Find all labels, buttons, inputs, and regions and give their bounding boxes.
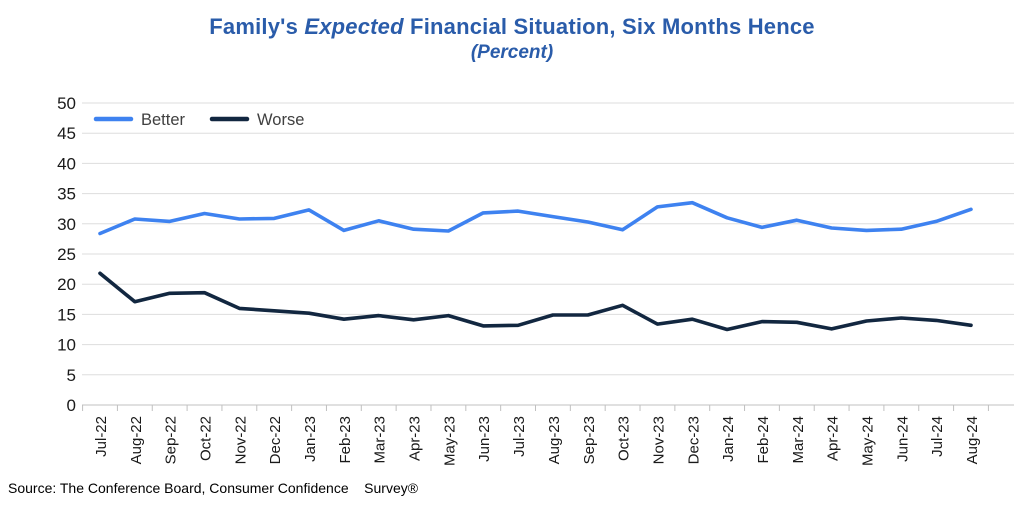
title-text-suffix: Financial Situation, Six Months Hence	[403, 14, 815, 39]
x-axis-tick-label: Jun-23	[476, 416, 493, 462]
x-axis-tick-label: Feb-24	[755, 416, 772, 464]
x-axis-tick-label: Sep-23	[581, 416, 598, 464]
y-axis-tick-label: 15	[57, 305, 76, 324]
y-axis-tick-label: 50	[57, 94, 76, 113]
legend: Better Worse	[93, 111, 304, 129]
y-axis-tick-label: 30	[57, 215, 76, 234]
x-axis-tick-label: Nov-22	[232, 416, 249, 464]
x-axis-tick-label: Aug-23	[546, 416, 563, 464]
x-axis-tick-label: Jun-24	[894, 416, 911, 462]
y-axis-tick-label: 35	[57, 185, 76, 204]
title-text-italic: Expected	[304, 14, 404, 39]
legend-item-better: Better	[93, 111, 186, 129]
x-axis-tick-label: Oct-23	[616, 416, 633, 461]
x-axis-tick-label: Feb-23	[337, 416, 354, 464]
y-axis-tick-label: 40	[57, 154, 76, 173]
x-axis-tick-label: Jul-23	[511, 416, 528, 457]
series-line-worse	[98, 271, 973, 332]
y-axis-tick-label: 45	[57, 124, 76, 143]
x-axis-tick-label: Dec-22	[267, 416, 284, 464]
source-note: Source: The Conference Board, Consumer C…	[8, 480, 419, 496]
x-axis-tick-label: Jul-24	[929, 416, 946, 457]
y-axis-tick-label: 10	[57, 336, 76, 355]
legend-item-worse: Worse	[209, 111, 304, 129]
x-axis-tick-label: Mar-24	[790, 416, 807, 464]
x-axis-tick-label: Jan-24	[720, 416, 737, 462]
x-axis-tick-label: Aug-24	[964, 416, 981, 464]
x-axis-tick-label: Dec-23	[685, 416, 702, 464]
x-axis-tick-label: Jan-23	[302, 416, 319, 462]
y-axis-tick-label: 20	[57, 275, 76, 294]
legend-label: Worse	[257, 111, 304, 129]
x-axis-tick-label: Mar-23	[372, 416, 389, 464]
x-axis-tick-label: Jul-22	[93, 416, 110, 457]
x-axis-tick-label: Aug-22	[128, 416, 145, 464]
x-axis-tick-label: Apr-23	[407, 416, 424, 461]
title-text-prefix: Family's	[209, 14, 305, 39]
x-axis-tick-label: May-24	[859, 416, 876, 466]
x-axis-tick-label: Sep-22	[163, 416, 180, 464]
x-axis-tick-label: Oct-22	[198, 416, 215, 461]
y-axis-tick-label: 5	[67, 366, 76, 385]
y-axis-tick-label: 25	[57, 245, 76, 264]
legend-label: Better	[141, 111, 186, 129]
series-line-better	[98, 200, 973, 236]
chart-subtitle: (Percent)	[470, 42, 554, 63]
x-axis-tick-label: Apr-24	[825, 416, 842, 461]
chart-title: Family's Expected Financial Situation, S…	[0, 14, 1024, 40]
y-axis-tick-label: 0	[67, 396, 76, 415]
x-axis-tick-label: Nov-23	[650, 416, 667, 464]
x-axis-tick-label: May-23	[441, 416, 458, 466]
